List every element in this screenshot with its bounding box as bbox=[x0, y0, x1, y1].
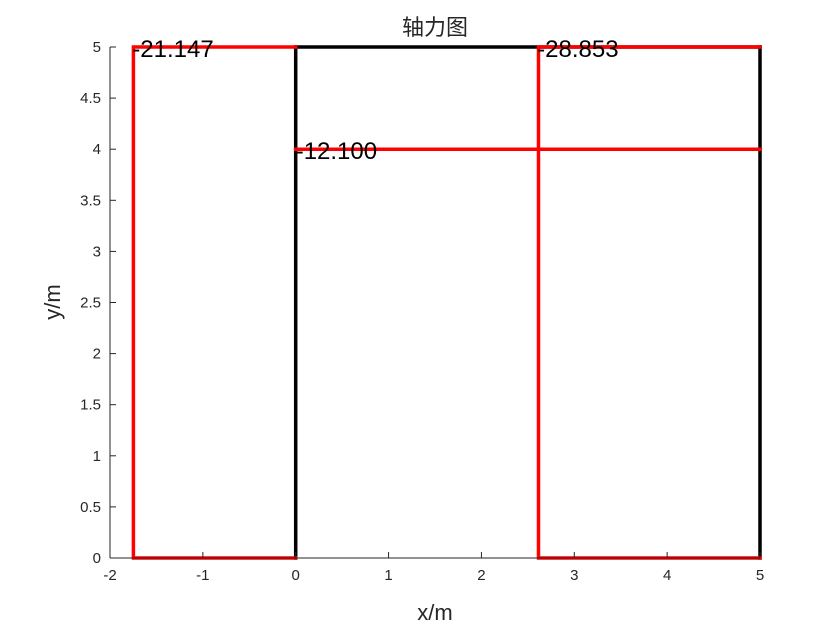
x-tick-label: 0 bbox=[292, 567, 300, 584]
x-tick-label: 1 bbox=[384, 567, 392, 584]
x-tick-label: 4 bbox=[663, 567, 671, 584]
y-tick-label: 5 bbox=[93, 39, 101, 56]
annotations: -21.147 -12.100 -28.853 bbox=[132, 36, 618, 165]
y-tick-label: 1 bbox=[93, 448, 101, 465]
plot-area bbox=[110, 47, 760, 558]
y-tick-label: 0.5 bbox=[80, 499, 101, 516]
y-tick-label: 2 bbox=[93, 346, 101, 363]
y-axis-label: y/m bbox=[40, 284, 65, 319]
chart-title: 轴力图 bbox=[402, 16, 468, 41]
x-tick-label: 2 bbox=[477, 567, 485, 584]
x-tick-label: 3 bbox=[570, 567, 578, 584]
x-tick-label: 5 bbox=[756, 567, 764, 584]
y-tick-label: 2.5 bbox=[80, 295, 101, 312]
ticks: -2 -1 0 1 2 3 4 5 0 0.5 1 1.5 2 2.5 3 3.5 4 4.5 5 bbox=[80, 39, 764, 584]
x-axis-label: x/m bbox=[417, 600, 452, 625]
y-tick-label: 3.5 bbox=[80, 192, 101, 209]
y-tick-label: 1.5 bbox=[80, 397, 101, 414]
x-tick-label: -2 bbox=[103, 567, 116, 584]
y-tick-label: 4.5 bbox=[80, 90, 101, 107]
x-tick-label: -1 bbox=[196, 567, 209, 584]
force-value-label: -21.147 bbox=[132, 36, 213, 63]
force-value-label: -12.100 bbox=[296, 138, 377, 165]
y-tick-label: 4 bbox=[93, 141, 101, 158]
y-tick-label: 3 bbox=[93, 243, 101, 260]
y-tick-label: 0 bbox=[93, 550, 101, 567]
force-value-label: -28.853 bbox=[537, 36, 618, 63]
